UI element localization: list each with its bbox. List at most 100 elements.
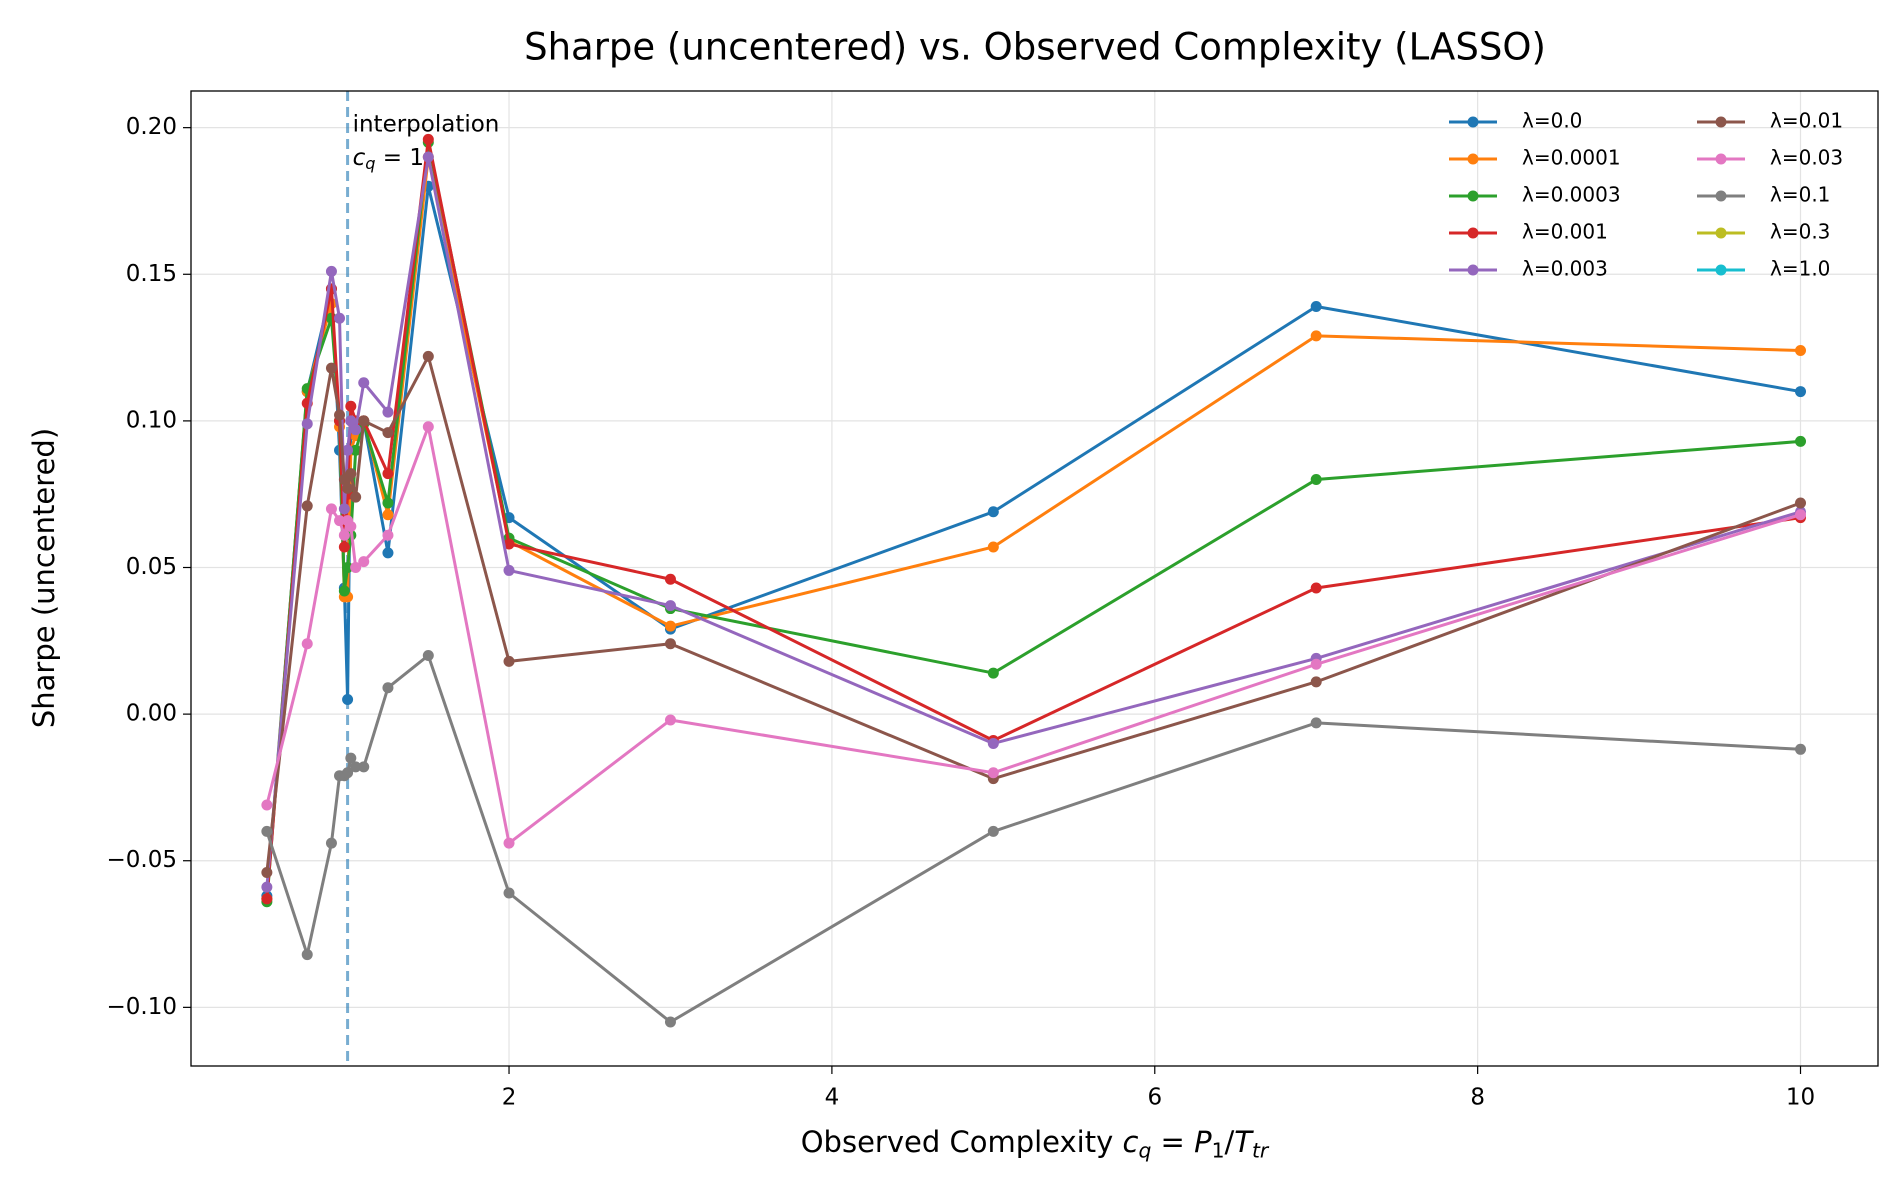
marker xyxy=(1795,386,1807,398)
text-part: 1 xyxy=(1212,1138,1225,1162)
marker xyxy=(422,649,434,661)
marker xyxy=(342,693,354,705)
marker xyxy=(261,799,273,811)
legend-label: λ=0.003 xyxy=(1522,257,1608,281)
legend-label: λ=1.0 xyxy=(1770,257,1830,281)
marker xyxy=(503,887,515,899)
marker xyxy=(345,415,357,427)
marker xyxy=(987,767,999,779)
y-axis-label: Sharpe (uncentered) xyxy=(27,428,61,728)
legend-label: λ=0.0003 xyxy=(1522,183,1621,207)
marker xyxy=(325,265,337,277)
marker xyxy=(382,682,394,694)
marker xyxy=(1795,435,1807,447)
y-tick-label: 0.10 xyxy=(126,407,177,433)
marker xyxy=(338,529,350,541)
marker xyxy=(345,400,357,412)
text-part: q xyxy=(1138,1138,1151,1162)
x-tick-label: 2 xyxy=(502,1085,517,1111)
y-tick-label: 0.05 xyxy=(126,554,177,580)
series-line xyxy=(265,155,1801,888)
marker xyxy=(345,520,357,532)
marker xyxy=(301,500,313,512)
marker xyxy=(301,418,313,430)
marker xyxy=(987,737,999,749)
marker xyxy=(422,151,434,163)
legend-marker xyxy=(1715,190,1727,202)
marker xyxy=(358,377,370,389)
marker xyxy=(342,767,354,779)
marker xyxy=(1310,717,1322,729)
legend-marker xyxy=(1467,227,1479,239)
legend-label: λ=0.0 xyxy=(1522,109,1582,133)
marker xyxy=(987,825,999,837)
marker xyxy=(1310,301,1322,313)
x-tick-label: 10 xyxy=(1786,1085,1815,1111)
legend-label: λ=0.1 xyxy=(1770,183,1830,207)
marker xyxy=(382,497,394,509)
marker xyxy=(261,881,273,893)
marker xyxy=(1310,330,1322,342)
marker xyxy=(261,893,273,905)
marker xyxy=(358,415,370,427)
marker xyxy=(664,620,676,632)
plot-frame xyxy=(190,90,1879,1067)
marker xyxy=(338,585,350,597)
text-part: P xyxy=(1194,1125,1212,1159)
y-tick-label: −0.05 xyxy=(107,847,177,873)
marker xyxy=(338,541,350,553)
text-part: / xyxy=(1224,1125,1234,1159)
marker xyxy=(987,667,999,679)
legend-marker xyxy=(1715,116,1727,128)
annotation-math: cq = 1 xyxy=(353,145,424,173)
marker xyxy=(382,427,394,439)
marker xyxy=(382,468,394,480)
legend-label: λ=0.3 xyxy=(1770,220,1830,244)
marker xyxy=(345,468,357,480)
y-tick-label: 0.15 xyxy=(126,261,177,287)
marker xyxy=(1310,676,1322,688)
legend-marker xyxy=(1715,153,1727,165)
marker xyxy=(358,761,370,773)
marker xyxy=(422,350,434,362)
marker xyxy=(664,638,676,650)
marker xyxy=(1795,743,1807,755)
marker xyxy=(987,541,999,553)
marker xyxy=(1795,509,1807,521)
marker xyxy=(301,638,313,650)
marker xyxy=(382,547,394,559)
marker xyxy=(350,491,362,503)
text-part: = 1 xyxy=(375,145,424,171)
marker xyxy=(325,837,337,849)
marker xyxy=(503,837,515,849)
marker xyxy=(1310,658,1322,670)
marker xyxy=(342,562,354,574)
marker xyxy=(664,714,676,726)
marker xyxy=(422,421,434,433)
marker xyxy=(1795,345,1807,357)
legend-marker xyxy=(1467,190,1479,202)
legend-label: λ=0.001 xyxy=(1522,220,1608,244)
x-tick-label: 4 xyxy=(825,1085,840,1111)
marker xyxy=(350,444,362,456)
marker xyxy=(325,503,337,515)
legend-label: λ=0.03 xyxy=(1770,146,1843,170)
annotation: interpolation xyxy=(353,112,500,138)
marker xyxy=(345,752,357,764)
legend-marker xyxy=(1715,227,1727,239)
marker xyxy=(382,529,394,541)
marker xyxy=(342,444,354,456)
marker xyxy=(334,409,346,421)
marker xyxy=(342,482,354,494)
series-line xyxy=(265,354,1802,873)
series-line xyxy=(265,184,1801,897)
series-line xyxy=(265,653,1801,1024)
marker xyxy=(382,406,394,418)
marker xyxy=(664,1016,676,1028)
text-part: T xyxy=(1234,1125,1254,1159)
marker xyxy=(664,600,676,612)
legend-marker xyxy=(1467,116,1479,128)
text-part: tr xyxy=(1252,1138,1270,1162)
marker xyxy=(382,509,394,521)
marker xyxy=(987,506,999,518)
